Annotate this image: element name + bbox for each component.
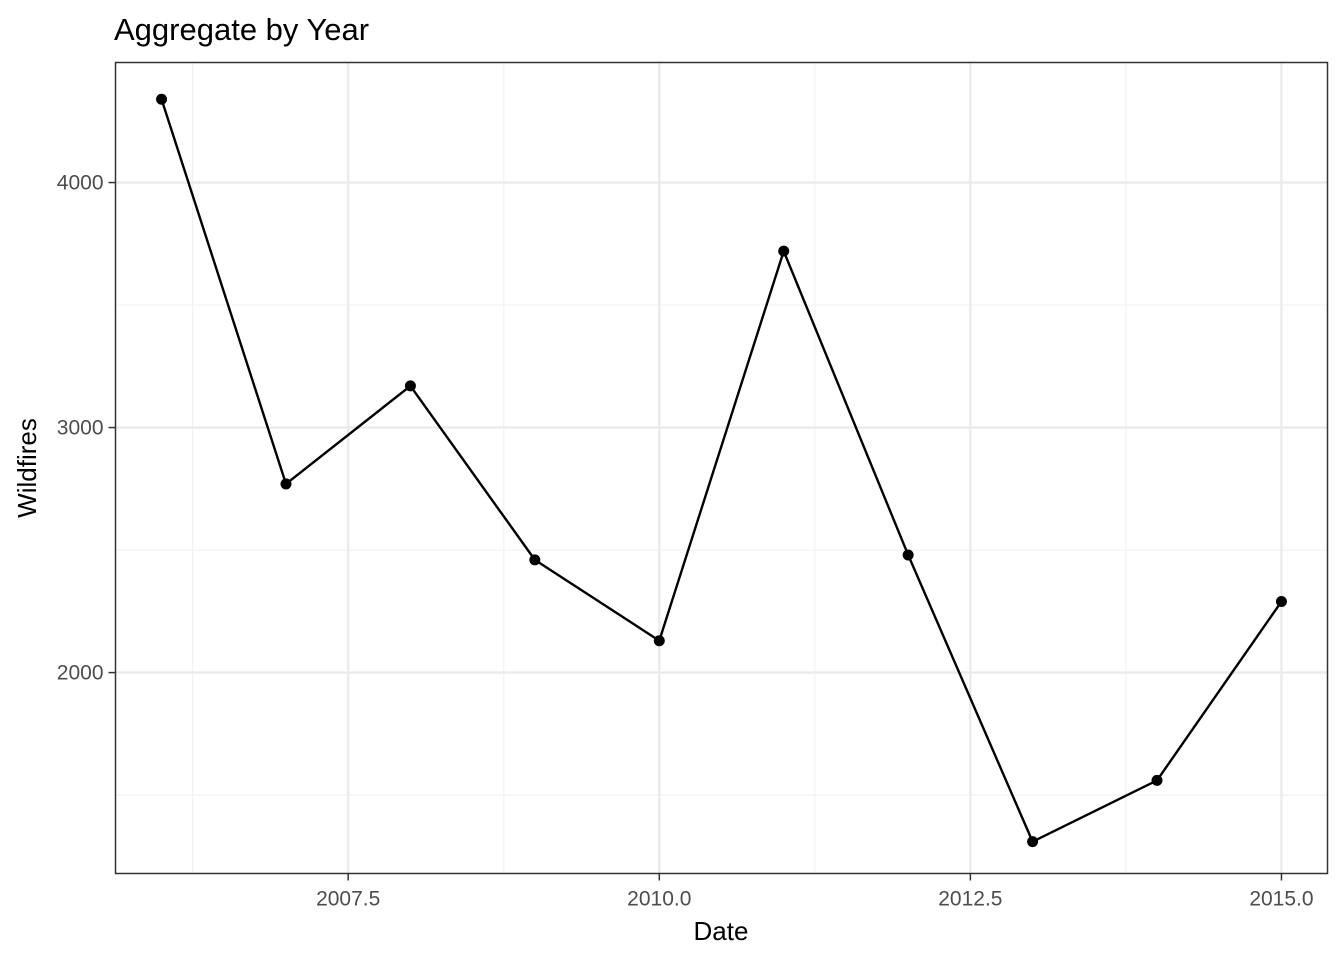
y-axis: 2000 3000 4000 — [57, 172, 116, 685]
minor-grid — [115, 62, 1328, 874]
data-point — [529, 554, 541, 566]
data-point — [280, 478, 292, 490]
chart-title: Aggregate by Year — [114, 12, 369, 47]
series-layer — [156, 93, 1287, 848]
data-point — [653, 635, 665, 647]
x-tick-label: 2015.0 — [1249, 888, 1313, 911]
x-axis-title: Date — [694, 916, 749, 946]
x-tick-label: 2012.5 — [938, 888, 1002, 911]
data-point — [1151, 774, 1163, 786]
y-tick-label: 2000 — [57, 662, 104, 685]
x-tick-label: 2007.5 — [316, 888, 380, 911]
panel-border — [114, 61, 1329, 875]
data-point — [1027, 836, 1039, 848]
data-point — [404, 380, 416, 392]
y-tick-label: 4000 — [57, 172, 104, 195]
x-tick-label: 2010.0 — [627, 888, 691, 911]
y-axis-title: Wildfires — [12, 418, 42, 518]
data-point — [1275, 596, 1287, 608]
series-line — [160, 98, 1283, 843]
x-axis: 2007.5 2010.0 2012.5 2015.0 — [316, 873, 1314, 911]
major-grid — [115, 62, 1328, 874]
data-point — [902, 549, 914, 561]
y-tick-label: 3000 — [57, 417, 104, 440]
data-point — [156, 93, 168, 105]
data-point — [778, 245, 790, 257]
